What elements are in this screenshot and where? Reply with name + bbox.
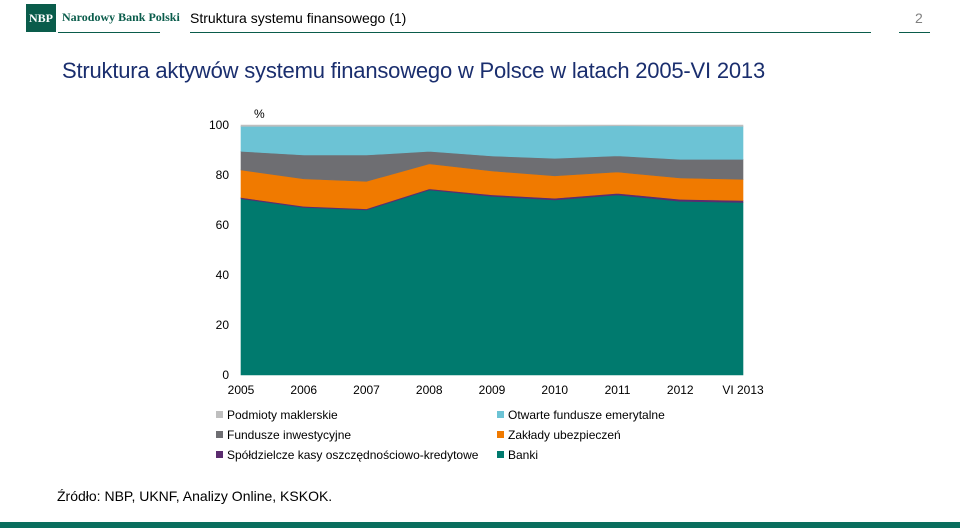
page-number-underline bbox=[899, 32, 930, 33]
legend-label: Otwarte fundusze emerytalne bbox=[508, 408, 665, 422]
legend-label: Fundusze inwestycyjne bbox=[227, 428, 352, 442]
page-title: Struktura aktywów systemu finansowego w … bbox=[62, 58, 765, 83]
legend-item: Spółdzielcze kasy oszczędnościowo-kredyt… bbox=[216, 447, 478, 463]
legend-swatch bbox=[216, 451, 223, 458]
footer-bar bbox=[0, 522, 960, 528]
y-tick-label: 60 bbox=[216, 218, 230, 232]
legend-label: Spółdzielcze kasy oszczędnościowo-kredyt… bbox=[227, 448, 479, 462]
y-tick-label: 100 bbox=[209, 118, 229, 132]
header-underline bbox=[190, 32, 871, 33]
source-note: Źródło: NBP, UKNF, Analizy Online, KSKOK… bbox=[57, 488, 333, 504]
nbp-logo-mark: NBP bbox=[26, 4, 56, 32]
x-tick-label: 2011 bbox=[605, 383, 631, 397]
x-tick-label: 2006 bbox=[290, 383, 317, 397]
page-number: 2 bbox=[915, 10, 923, 26]
x-tick-label: 2007 bbox=[353, 383, 380, 397]
legend-item: Fundusze inwestycyjne bbox=[216, 427, 351, 443]
legend-item: Podmioty maklerskie bbox=[216, 407, 338, 423]
legend-swatch bbox=[216, 431, 223, 438]
x-tick-label: 2009 bbox=[479, 383, 506, 397]
area-series-0 bbox=[240, 189, 744, 376]
area-series-4 bbox=[240, 125, 744, 160]
nbp-logo-text: Narodowy Bank Polski bbox=[62, 10, 180, 24]
slide-header-title: Struktura systemu finansowego (1) bbox=[190, 10, 407, 26]
legend-swatch bbox=[497, 411, 504, 418]
y-tick-label: 40 bbox=[216, 268, 230, 282]
x-tick-label: 2005 bbox=[228, 383, 255, 397]
y-tick-label: 20 bbox=[216, 318, 230, 332]
legend-label: Banki bbox=[508, 448, 539, 462]
legend-swatch bbox=[216, 411, 223, 418]
legend-label: Zakłady ubezpieczeń bbox=[508, 428, 621, 442]
legend-item: Otwarte fundusze emerytalne bbox=[497, 407, 665, 423]
legend-swatch bbox=[497, 431, 504, 438]
area-series-5 bbox=[240, 124, 744, 127]
y-tick-label: 0 bbox=[222, 368, 229, 382]
x-tick-label: 2008 bbox=[416, 383, 443, 397]
x-tick-label: 2012 bbox=[667, 383, 694, 397]
legend-swatch bbox=[497, 451, 504, 458]
y-tick-label: 80 bbox=[216, 168, 230, 182]
legend-item: Zakłady ubezpieczeń bbox=[497, 427, 621, 443]
x-tick-label: VI 2013 bbox=[722, 383, 764, 397]
logo-underline bbox=[58, 32, 160, 33]
y-unit-label: % bbox=[254, 107, 265, 121]
legend-label: Podmioty maklerskie bbox=[227, 408, 338, 422]
x-tick-label: 2010 bbox=[541, 383, 568, 397]
legend-item: Banki bbox=[497, 447, 538, 463]
